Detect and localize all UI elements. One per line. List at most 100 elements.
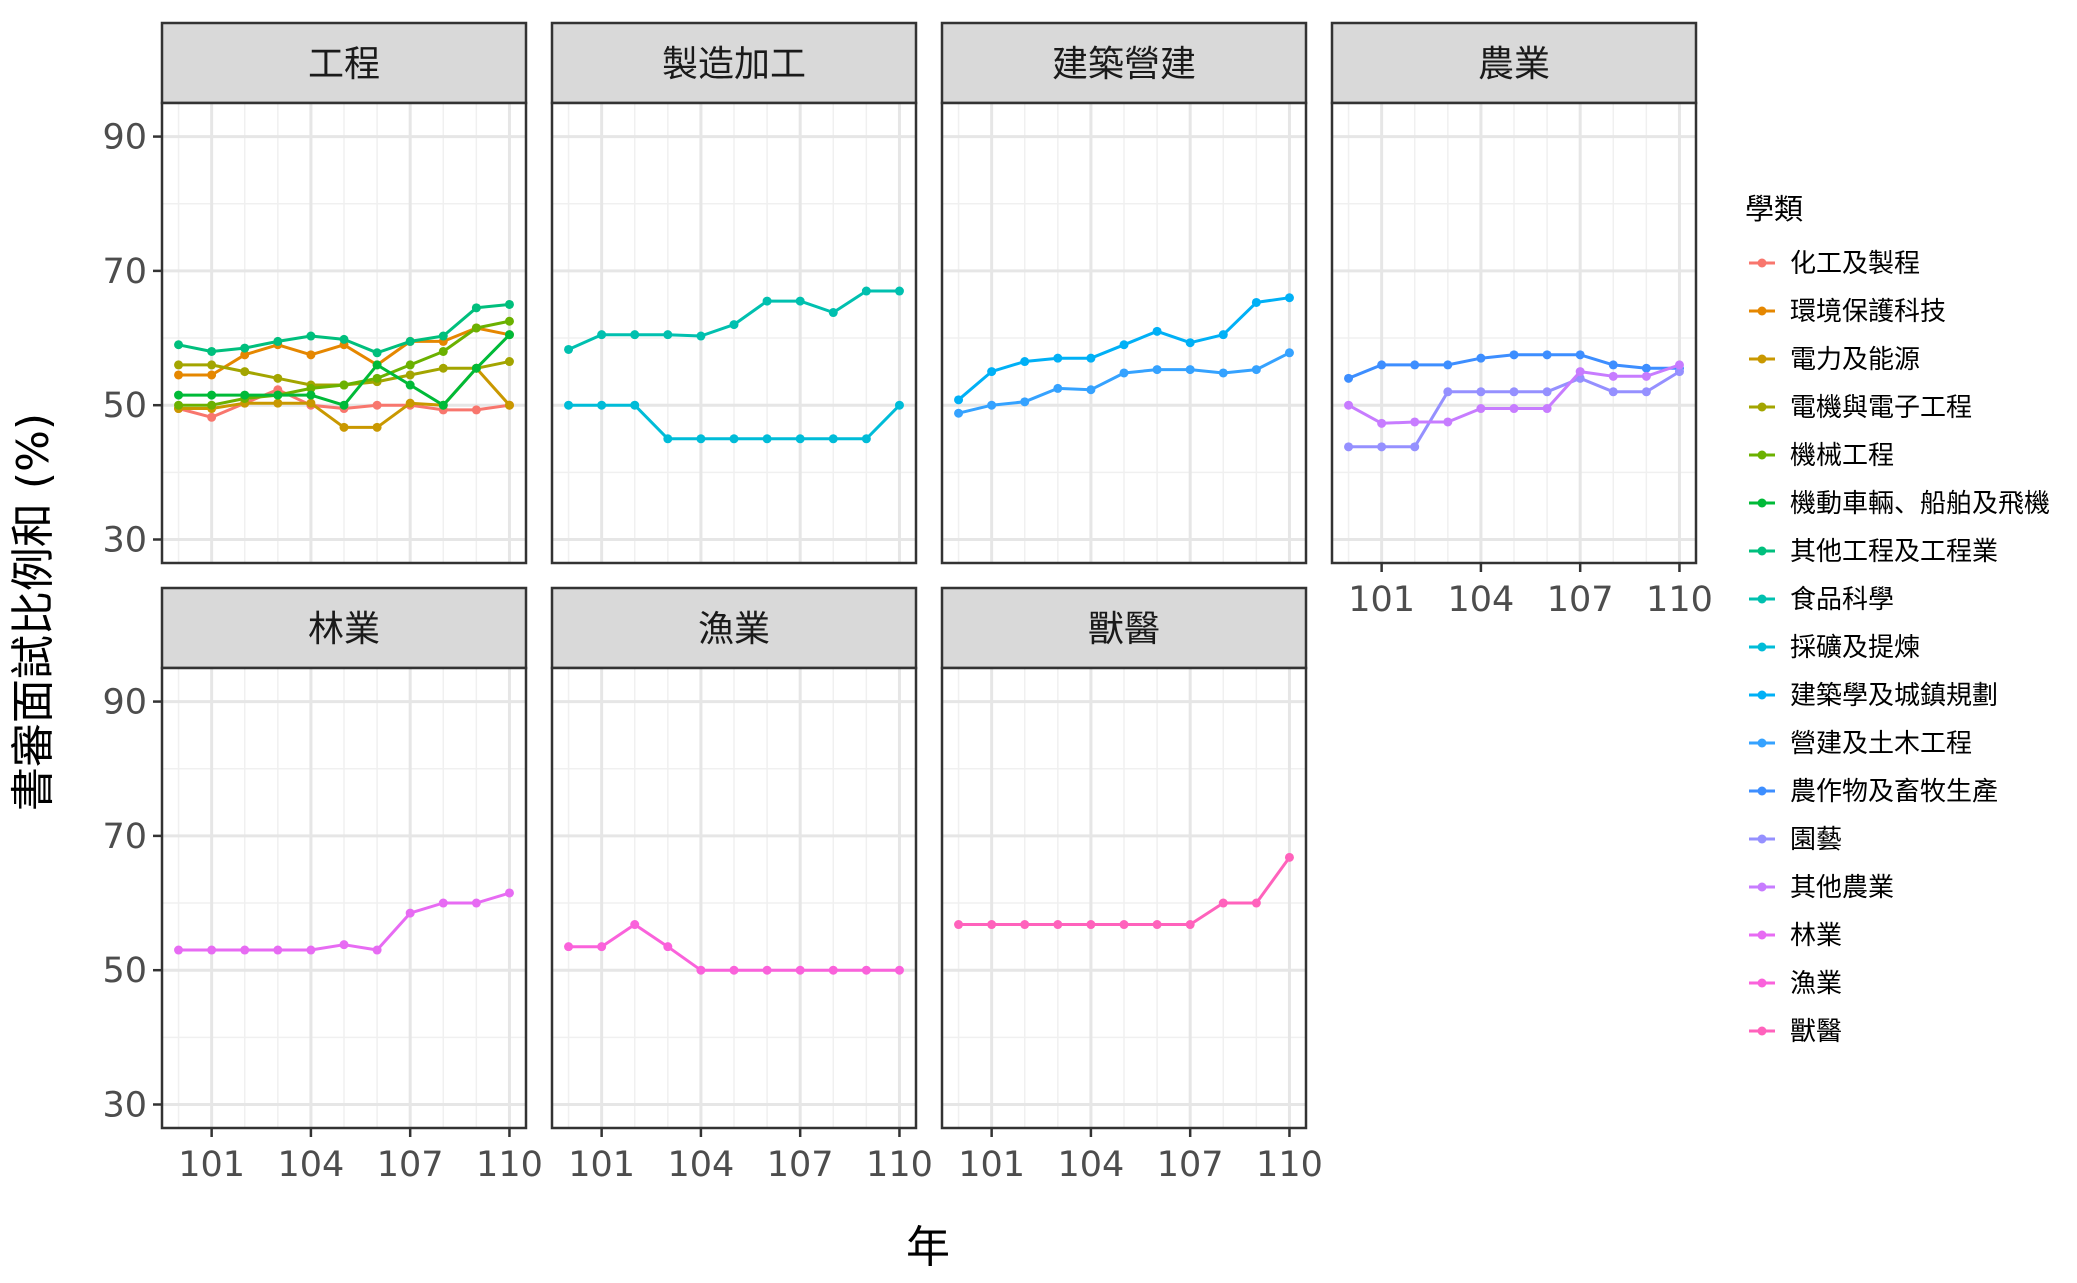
x-axis-title: 年 — [906, 1222, 950, 1273]
data-point — [630, 920, 640, 930]
data-point — [471, 405, 481, 415]
facet-strip — [940, 21, 1308, 105]
data-point — [1443, 417, 1453, 427]
data-point — [471, 323, 481, 333]
data-point — [1542, 404, 1552, 414]
legend-key-point — [1757, 642, 1767, 652]
data-point — [1674, 360, 1684, 370]
data-point — [762, 434, 772, 444]
data-point — [240, 945, 250, 955]
data-point — [762, 965, 772, 975]
y-tick-label: 70 — [102, 252, 147, 292]
data-point — [597, 400, 607, 410]
data-point — [372, 400, 382, 410]
data-point — [1509, 404, 1519, 414]
facet-strip-label: 建築營建 — [1052, 44, 1196, 85]
y-tick-label: 30 — [102, 1085, 147, 1125]
data-point — [1377, 442, 1387, 452]
data-point — [1053, 353, 1063, 363]
data-point — [1608, 387, 1618, 397]
legend-label: 漁業 — [1790, 969, 1842, 999]
data-point — [306, 945, 316, 955]
data-point — [207, 400, 217, 410]
data-point — [1509, 387, 1519, 397]
data-point — [1020, 920, 1030, 930]
data-point — [372, 422, 382, 432]
data-point — [273, 390, 283, 400]
data-point — [1152, 326, 1162, 336]
legend-key-point — [1757, 306, 1767, 316]
legend-key-point — [1757, 450, 1767, 460]
data-point — [1119, 340, 1129, 350]
data-point — [795, 434, 805, 444]
data-point — [471, 363, 481, 373]
data-point — [405, 908, 415, 918]
data-point — [1641, 387, 1651, 397]
data-point — [339, 940, 349, 950]
y-tick-label: 50 — [102, 386, 147, 426]
data-point — [987, 367, 997, 377]
x-tick-label: 101 — [568, 1145, 635, 1185]
data-point — [663, 434, 673, 444]
legend-label: 食品科學 — [1790, 585, 1894, 615]
data-point — [762, 296, 772, 306]
legend-label: 環境保護科技 — [1790, 297, 1946, 327]
legend-item: 其他農業 — [1749, 873, 1894, 903]
legend-label: 農作物及畜牧生產 — [1790, 777, 1998, 807]
data-point — [1185, 920, 1195, 930]
y-tick-label: 50 — [102, 951, 147, 991]
data-point — [1218, 368, 1228, 378]
x-tick-label: 101 — [1348, 580, 1415, 620]
facet-strip-label: 製造加工 — [662, 44, 806, 85]
data-point — [1053, 383, 1063, 393]
data-point — [438, 346, 448, 356]
data-point — [240, 390, 250, 400]
data-point — [1119, 368, 1129, 378]
data-point — [1542, 387, 1552, 397]
data-point — [1086, 385, 1096, 395]
data-point — [1020, 397, 1030, 407]
data-point — [1284, 348, 1294, 358]
facet-strip — [160, 586, 528, 670]
x-tick-label: 101 — [178, 1145, 245, 1185]
data-point — [1476, 387, 1486, 397]
panel-border — [940, 101, 1308, 565]
data-point — [438, 363, 448, 373]
x-tick-label: 107 — [1157, 1145, 1224, 1185]
data-point — [273, 373, 283, 383]
panel-border — [160, 666, 528, 1130]
legend-key-point — [1757, 834, 1767, 844]
data-point — [630, 400, 640, 410]
legend-label: 電機與電子工程 — [1790, 393, 1972, 423]
data-point — [861, 965, 871, 975]
legend-label: 獸醫 — [1790, 1017, 1842, 1047]
legend-key-point — [1757, 786, 1767, 796]
y-tick-label: 90 — [102, 118, 147, 158]
data-point — [1443, 360, 1453, 370]
x-tick-label: 110 — [866, 1145, 933, 1185]
legend-label: 其他農業 — [1790, 873, 1894, 903]
data-point — [1344, 442, 1354, 452]
data-point — [174, 945, 184, 955]
facet-panel: 製造加工 — [550, 21, 918, 565]
x-tick-label: 107 — [377, 1145, 444, 1185]
data-point — [954, 920, 964, 930]
legend-label: 其他工程及工程業 — [1790, 537, 1998, 567]
legend-label: 園藝 — [1790, 825, 1842, 855]
facet-panel: 建築營建 — [940, 21, 1308, 565]
legend-label: 營建及土木工程 — [1790, 729, 1972, 759]
data-point — [504, 330, 514, 340]
data-point — [306, 383, 316, 393]
data-point — [405, 398, 415, 408]
x-tick-label: 104 — [668, 1145, 735, 1185]
data-point — [1542, 350, 1552, 360]
legend-item: 機械工程 — [1749, 441, 1894, 471]
data-point — [1020, 357, 1030, 367]
legend-item: 化工及製程 — [1749, 249, 1920, 279]
data-point — [630, 330, 640, 340]
facet-strip-label: 農業 — [1478, 44, 1550, 85]
data-point — [1575, 350, 1585, 360]
legend-title: 學類 — [1745, 192, 1803, 226]
legend-item: 環境保護科技 — [1749, 297, 1946, 327]
